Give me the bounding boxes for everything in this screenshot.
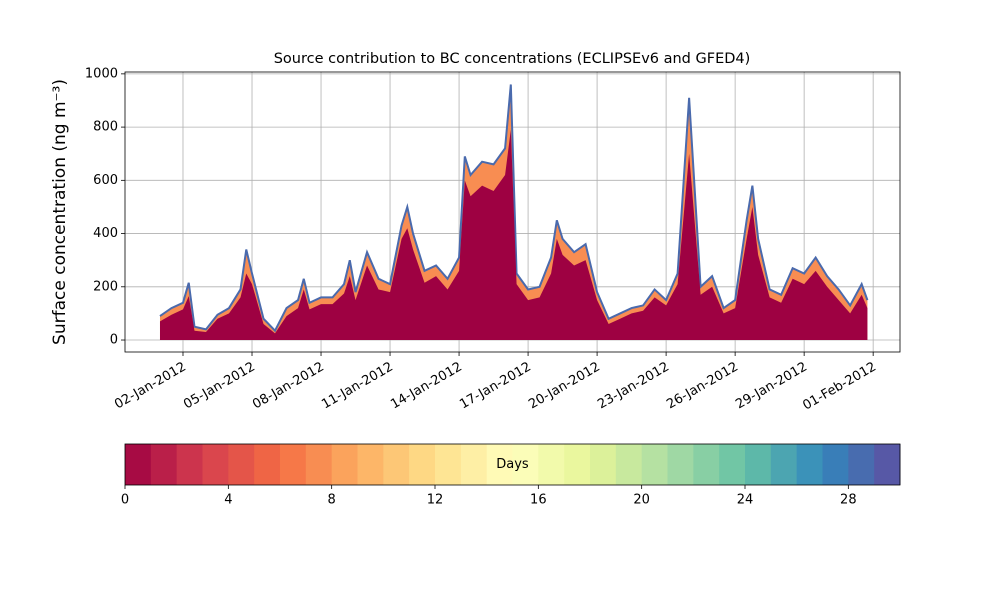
- colorbar-swatch: [202, 444, 229, 485]
- x-tick-label: 29-Jan-2012: [733, 360, 810, 413]
- x-tick-label: 05-Jan-2012: [181, 360, 258, 413]
- colorbar-swatch: [874, 444, 901, 485]
- x-tick-label: 23-Jan-2012: [595, 360, 672, 413]
- plot-frame: [124, 71, 901, 353]
- x-tick-label: 20-Jan-2012: [526, 360, 603, 413]
- colorbar-tick-label: 8: [328, 493, 336, 508]
- colorbar-swatch: [254, 444, 281, 485]
- y-tick-label: 600: [93, 173, 118, 188]
- y-tick-label: 1000: [85, 66, 118, 81]
- chart-title: Source contribution to BC concentrations…: [274, 51, 751, 67]
- x-tick-label: 26-Jan-2012: [664, 360, 741, 413]
- colorbar-tick-label: 0: [121, 493, 129, 508]
- x-tick-label: 11-Jan-2012: [319, 360, 396, 413]
- colorbar-swatch: [176, 444, 203, 485]
- colorbar-swatch: [357, 444, 384, 485]
- y-tick-label: 0: [110, 333, 118, 348]
- x-tick-label: 01-Feb-2012: [800, 360, 879, 414]
- colorbar-swatch: [512, 444, 539, 485]
- colorbar-swatch: [228, 444, 255, 485]
- colorbar-swatch: [409, 444, 436, 485]
- y-tick-label: 800: [93, 120, 118, 135]
- colorbar-swatch: [719, 444, 746, 485]
- x-tick-label: 17-Jan-2012: [457, 360, 534, 413]
- colorbar-swatch: [667, 444, 694, 485]
- colorbar-swatch: [822, 444, 849, 485]
- colorbar-swatch: [150, 444, 178, 485]
- colorbar-swatch: [745, 444, 772, 485]
- colorbar-swatch: [848, 444, 875, 485]
- colorbar-label: Days: [496, 457, 529, 472]
- colorbar-swatch: [693, 444, 720, 485]
- colorbar-tick-label: 20: [633, 493, 650, 508]
- colorbar-swatch: [460, 444, 488, 485]
- colorbar-swatch: [538, 444, 565, 485]
- area: [159, 129, 868, 341]
- colorbar-frame: [124, 443, 901, 486]
- colorbar-swatch: [796, 444, 823, 485]
- colorbar-swatch: [435, 444, 462, 485]
- colorbar-tick-label: 12: [427, 493, 444, 508]
- colorbar-swatch: [486, 444, 513, 485]
- colorbar-swatch: [641, 444, 668, 485]
- x-tick-label: 02-Jan-2012: [112, 360, 189, 413]
- y-tick-label: 400: [93, 226, 118, 241]
- colorbar-swatch: [615, 444, 643, 485]
- line: [159, 84, 869, 333]
- colorbar-swatch: [564, 444, 591, 485]
- colorbar-swatch: [770, 444, 798, 485]
- colorbar-tick-label: 28: [840, 493, 857, 508]
- colorbar-swatch: [383, 444, 410, 485]
- colorbar-tick-label: 16: [530, 493, 547, 508]
- y-axis-label: Surface concentration (ng m⁻³): [50, 79, 70, 345]
- colorbar-swatch: [590, 444, 617, 485]
- colorbar-swatch: [331, 444, 358, 485]
- colorbar-swatch: [305, 444, 333, 485]
- x-tick-label: 08-Jan-2012: [250, 360, 327, 413]
- colorbar-swatch: [280, 444, 307, 485]
- colorbar-tick-label: 4: [224, 493, 232, 508]
- x-tick-label: 14-Jan-2012: [388, 360, 465, 413]
- colorbar-tick-label: 24: [737, 493, 754, 508]
- y-tick-label: 200: [93, 279, 118, 294]
- colorbar-swatch: [125, 444, 152, 485]
